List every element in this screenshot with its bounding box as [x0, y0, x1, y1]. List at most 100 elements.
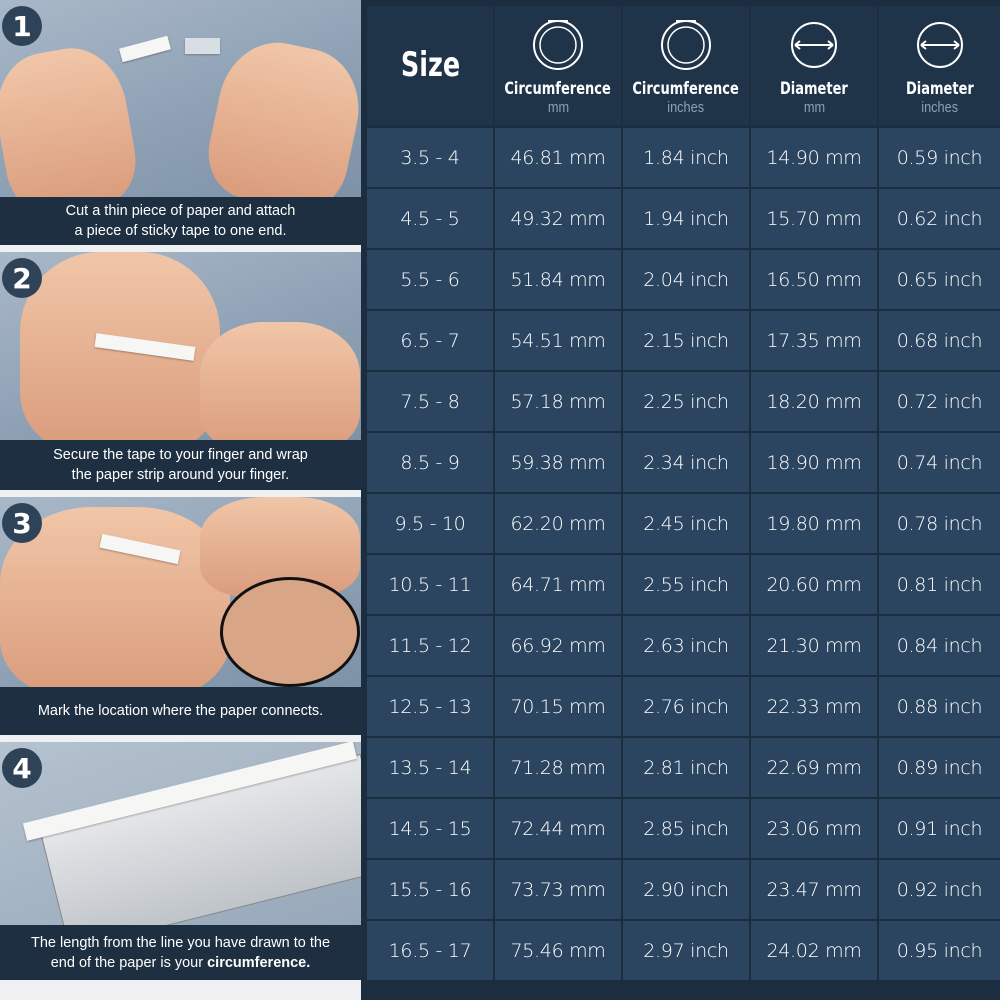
value-cell: 66.92 mm: [495, 616, 621, 675]
value-cell: 0.59 inch: [879, 128, 1000, 187]
header-unit: inches: [921, 99, 958, 116]
ring-circumference-icon: [661, 20, 711, 70]
size-cell: 5.5 - 6: [367, 250, 493, 309]
step-number-badge: 2: [2, 258, 42, 298]
caption-line: end of the paper is your circumference.: [0, 953, 361, 973]
ring-diameter-icon: [916, 22, 963, 68]
size-cell: 6.5 - 7: [367, 311, 493, 370]
size-cell: 13.5 - 14: [367, 738, 493, 797]
size-cell: 4.5 - 5: [367, 189, 493, 248]
caption-line: the paper strip around your finger.: [71, 467, 290, 483]
caption-bold: circumference.: [207, 954, 311, 971]
header-circumference-inches: Circumference inches: [623, 6, 749, 125]
value-cell: 22.69 mm: [751, 738, 877, 797]
value-cell: 72.44 mm: [495, 799, 621, 858]
value-cell: 18.20 mm: [751, 372, 877, 431]
header-diameter-inches: Diameter inches: [879, 6, 1000, 125]
value-cell: 73.73 mm: [495, 860, 621, 919]
value-cell: 0.89 inch: [879, 738, 1000, 797]
value-cell: 62.20 mm: [495, 494, 621, 553]
value-cell: 20.60 mm: [751, 555, 877, 614]
value-cell: 0.81 inch: [879, 555, 1000, 614]
header-title: Circumference: [504, 79, 612, 99]
value-cell: 49.32 mm: [495, 189, 621, 248]
value-cell: 51.84 mm: [495, 250, 621, 309]
size-cell: 8.5 - 9: [367, 433, 493, 492]
header-diameter-mm: Diameter mm: [751, 6, 877, 125]
caption-line: Mark the location where the paper connec…: [37, 703, 324, 719]
value-cell: 23.06 mm: [751, 799, 877, 858]
step-4-caption: The length from the line you have drawn …: [0, 925, 361, 980]
ring-circumference-icon: [533, 20, 583, 70]
value-cell: 64.71 mm: [495, 555, 621, 614]
value-cell: 1.94 inch: [623, 189, 749, 248]
value-cell: 24.02 mm: [751, 921, 877, 980]
value-cell: 0.84 inch: [879, 616, 1000, 675]
value-cell: 0.95 inch: [879, 921, 1000, 980]
value-cell: 0.92 inch: [879, 860, 1000, 919]
caption-line: Secure the tape to your finger and wrap: [53, 447, 308, 463]
step-number-badge: 3: [2, 503, 42, 543]
header-title: Circumference: [632, 79, 740, 99]
size-cell: 3.5 - 4: [367, 128, 493, 187]
size-cell: 14.5 - 15: [367, 799, 493, 858]
value-cell: 18.90 mm: [751, 433, 877, 492]
step-2: 2 Secure the tape to your finger and wra…: [0, 252, 361, 490]
value-cell: 0.62 inch: [879, 189, 1000, 248]
value-cell: 46.81 mm: [495, 128, 621, 187]
value-cell: 21.30 mm: [751, 616, 877, 675]
value-cell: 14.90 mm: [751, 128, 877, 187]
header-title: Size: [400, 45, 460, 85]
value-cell: 22.33 mm: [751, 677, 877, 736]
value-cell: 15.70 mm: [751, 189, 877, 248]
header-size: Size: [367, 6, 493, 125]
value-cell: 2.15 inch: [623, 311, 749, 370]
size-cell: 7.5 - 8: [367, 372, 493, 431]
value-cell: 2.85 inch: [623, 799, 749, 858]
size-cell: 10.5 - 11: [367, 555, 493, 614]
size-cell: 11.5 - 12: [367, 616, 493, 675]
value-cell: 2.76 inch: [623, 677, 749, 736]
header-unit: inches: [667, 99, 705, 116]
step-1: 1 Cut a thin piece of paper and attach a…: [0, 0, 361, 245]
value-cell: 23.47 mm: [751, 860, 877, 919]
size-cell: 9.5 - 10: [367, 494, 493, 553]
value-cell: 75.46 mm: [495, 921, 621, 980]
value-cell: 0.78 inch: [879, 494, 1000, 553]
caption-line: a piece of sticky tape to one end.: [74, 223, 287, 239]
header-circumference-mm: Circumference mm: [495, 6, 621, 125]
value-cell: 71.28 mm: [495, 738, 621, 797]
header-unit: mm: [803, 99, 825, 116]
step-1-photo: [0, 0, 361, 221]
value-cell: 2.04 inch: [623, 250, 749, 309]
value-cell: 19.80 mm: [751, 494, 877, 553]
value-cell: 2.63 inch: [623, 616, 749, 675]
value-cell: 2.55 inch: [623, 555, 749, 614]
step-number-badge: 1: [2, 6, 42, 46]
value-cell: 2.97 inch: [623, 921, 749, 980]
value-cell: 70.15 mm: [495, 677, 621, 736]
caption-line: Cut a thin piece of paper and attach: [65, 203, 296, 219]
value-cell: 0.72 inch: [879, 372, 1000, 431]
value-cell: 17.35 mm: [751, 311, 877, 370]
step-3-caption: Mark the location where the paper connec…: [0, 687, 361, 735]
ring-size-table: Size Circumference mm Circumference inches Di…: [361, 0, 1000, 1000]
value-cell: 0.88 inch: [879, 677, 1000, 736]
value-cell: 54.51 mm: [495, 311, 621, 370]
value-cell: 0.68 inch: [879, 311, 1000, 370]
ring-diameter-icon: [791, 22, 837, 68]
value-cell: 1.84 inch: [623, 128, 749, 187]
step-2-caption: Secure the tape to your finger and wrap …: [0, 440, 361, 490]
header-unit: mm: [547, 99, 569, 116]
value-cell: 16.50 mm: [751, 250, 877, 309]
value-cell: 0.74 inch: [879, 433, 1000, 492]
value-cell: 0.91 inch: [879, 799, 1000, 858]
value-cell: 59.38 mm: [495, 433, 621, 492]
step-4-photo: [0, 742, 361, 951]
value-cell: 2.25 inch: [623, 372, 749, 431]
step-2-photo: [0, 252, 361, 452]
step-3: 3 Mark the location where the paper conn…: [0, 497, 361, 735]
header-title: Diameter: [780, 79, 848, 99]
caption-line: The length from the line you have drawn …: [30, 934, 331, 951]
instructions-panel: 1 Cut a thin piece of paper and attach a…: [0, 0, 361, 1000]
